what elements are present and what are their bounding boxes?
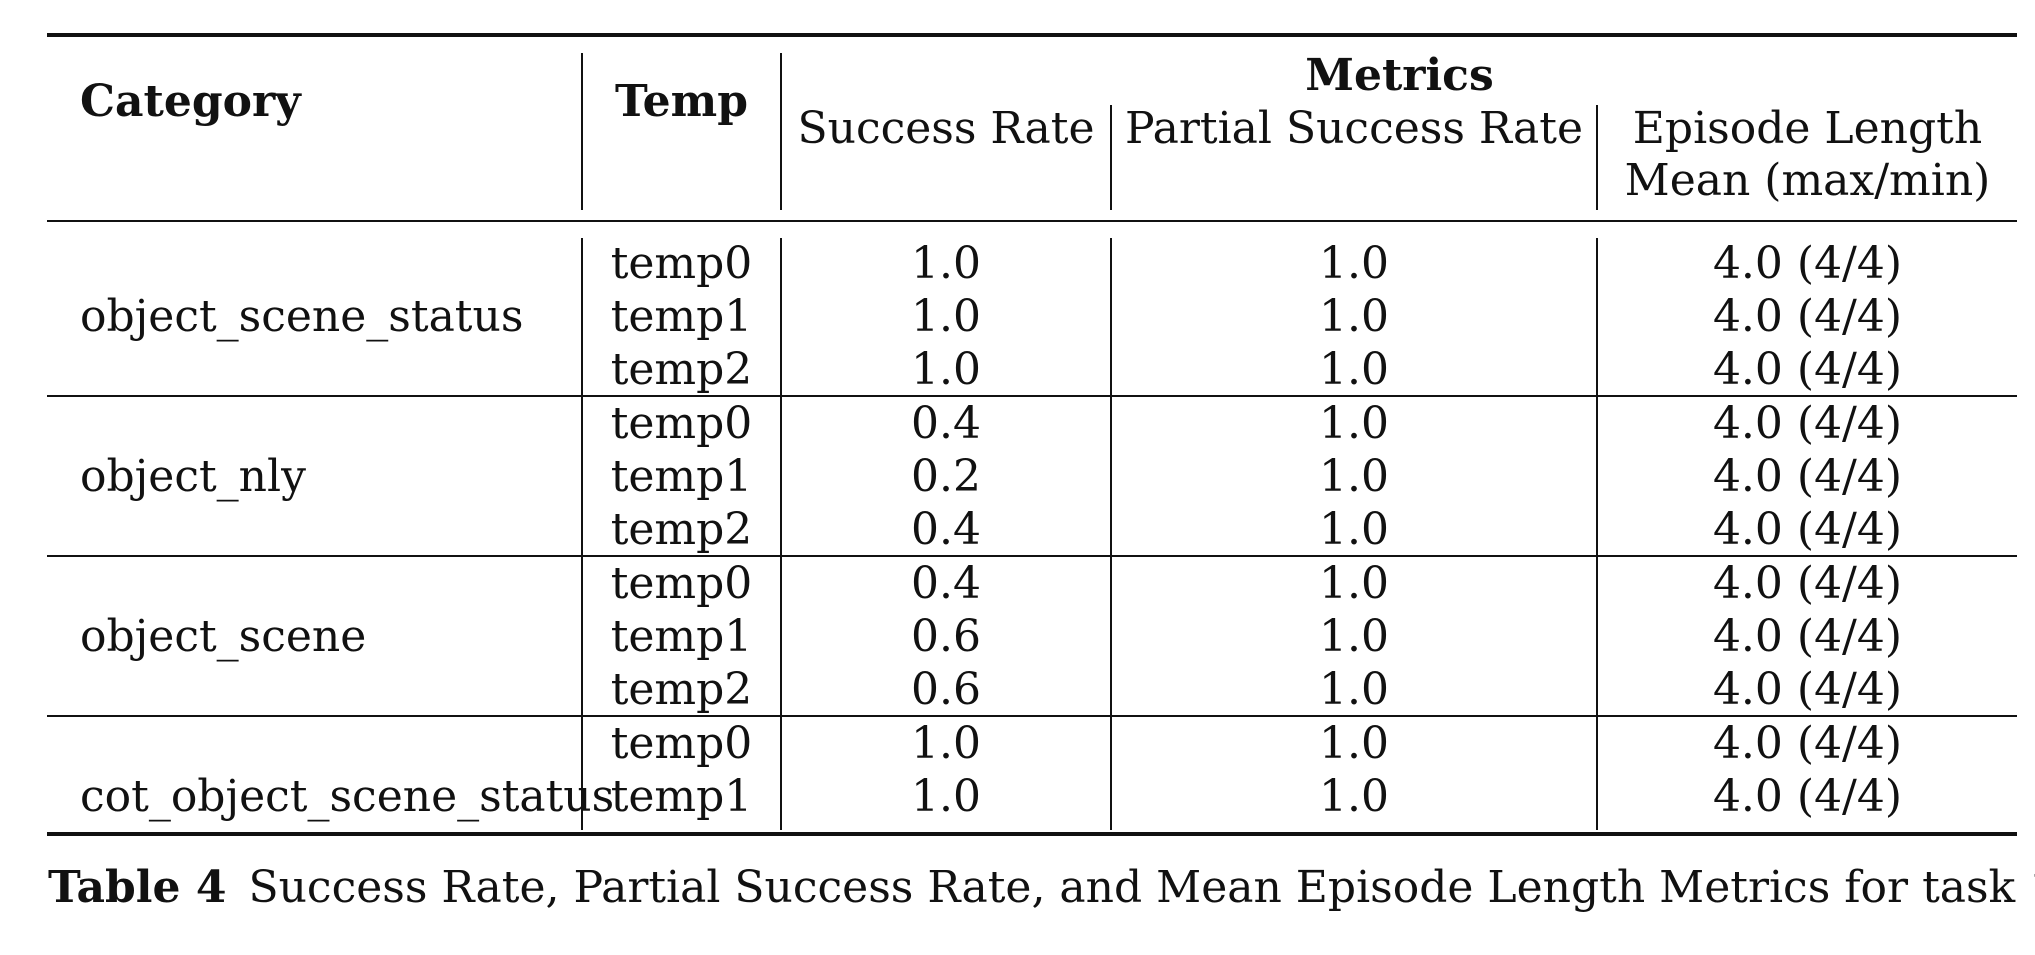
success-rate-cell: 1.0: [911, 771, 981, 822]
success-rate-cell: 0.6: [911, 611, 981, 662]
category-label: object_scene_status: [80, 291, 524, 342]
category-label: object_nly: [80, 451, 306, 502]
partial-success-rate-cell: 1.0: [1319, 344, 1389, 395]
body-vline: [1110, 238, 1112, 396]
body-vline: [1596, 238, 1598, 396]
episode-length-cell: 4.0 (4/4): [1712, 718, 1903, 769]
episode-length-cell: 4.0 (4/4): [1712, 664, 1903, 715]
episode-length-cell: 4.0 (4/4): [1712, 558, 1903, 609]
header-bottom-rule: [47, 220, 2017, 222]
success-rate-cell: 1.0: [911, 718, 981, 769]
body-vline: [1596, 716, 1598, 830]
success-rate-cell: 1.0: [911, 238, 981, 289]
header-vline-success: [1110, 105, 1112, 210]
header-metrics: Metrics: [1305, 50, 1494, 101]
episode-length-cell: 4.0 (4/4): [1712, 451, 1903, 502]
partial-success-rate-cell: 1.0: [1319, 611, 1389, 662]
temp-cell: temp2: [610, 344, 753, 395]
temp-cell: temp1: [610, 291, 753, 342]
partial-success-rate-cell: 1.0: [1319, 238, 1389, 289]
episode-length-cell: 4.0 (4/4): [1712, 398, 1903, 449]
partial-success-rate-cell: 1.0: [1319, 451, 1389, 502]
temp-cell: temp0: [610, 238, 753, 289]
success-rate-cell: 0.2: [911, 451, 981, 502]
success-rate-cell: 0.4: [911, 558, 981, 609]
body-vline: [1110, 556, 1112, 716]
body-vline: [581, 396, 583, 556]
partial-success-rate-cell: 1.0: [1319, 398, 1389, 449]
episode-length-cell: 4.0 (4/4): [1712, 291, 1903, 342]
group-separator-rule: [47, 395, 2017, 397]
partial-success-rate-cell: 1.0: [1319, 504, 1389, 555]
category-label: cot_object_scene_status: [80, 771, 615, 822]
success-rate-cell: 0.4: [911, 398, 981, 449]
body-vline: [780, 716, 782, 830]
caption-text: Success Rate, Partial Success Rate, and …: [248, 862, 2035, 913]
body-vline: [780, 238, 782, 396]
group-separator-rule: [47, 555, 2017, 557]
body-vline: [780, 396, 782, 556]
temp-cell: temp1: [610, 451, 753, 502]
episode-length-cell: 4.0 (4/4): [1712, 238, 1903, 289]
body-vline: [1110, 716, 1112, 830]
partial-success-rate-cell: 1.0: [1319, 771, 1389, 822]
temp-cell: temp1: [610, 611, 753, 662]
body-vline: [1596, 556, 1598, 716]
header-partial-success-rate: Partial Success Rate: [1125, 103, 1583, 154]
success-rate-cell: 0.4: [911, 504, 981, 555]
bottom-rule: [47, 832, 2017, 836]
header-category: Category: [80, 76, 301, 127]
header-vline-category: [581, 53, 583, 210]
body-vline: [581, 716, 583, 830]
episode-length-cell: 4.0 (4/4): [1712, 504, 1903, 555]
partial-success-rate-cell: 1.0: [1319, 718, 1389, 769]
body-vline: [1110, 396, 1112, 556]
header-episode-length-line2: Mean (max/min): [1624, 155, 1991, 206]
temp-cell: temp0: [610, 398, 753, 449]
partial-success-rate-cell: 1.0: [1319, 664, 1389, 715]
group-separator-rule: [47, 715, 2017, 717]
success-rate-cell: 0.6: [911, 664, 981, 715]
episode-length-cell: 4.0 (4/4): [1712, 771, 1903, 822]
header-episode-length-line1: Episode Length: [1632, 103, 1983, 154]
body-vline: [1596, 396, 1598, 556]
header-success-rate: Success Rate: [797, 103, 1095, 154]
header-vline-partial: [1596, 105, 1598, 210]
success-rate-cell: 1.0: [911, 291, 981, 342]
top-rule: [47, 33, 2017, 37]
temp-cell: temp1: [610, 771, 753, 822]
temp-cell: temp2: [610, 504, 753, 555]
category-label: object_scene: [80, 611, 367, 662]
partial-success-rate-cell: 1.0: [1319, 558, 1389, 609]
partial-success-rate-cell: 1.0: [1319, 291, 1389, 342]
temp-cell: temp0: [610, 718, 753, 769]
temp-cell: temp2: [610, 664, 753, 715]
header-temp: Temp: [614, 76, 748, 127]
episode-length-cell: 4.0 (4/4): [1712, 611, 1903, 662]
temp-cell: temp0: [610, 558, 753, 609]
table-caption: Table 4 Success Rate, Partial Success Rat…: [48, 862, 2035, 914]
episode-length-cell: 4.0 (4/4): [1712, 344, 1903, 395]
body-vline: [581, 238, 583, 396]
body-vline: [780, 556, 782, 716]
caption-label: Table 4: [48, 862, 227, 913]
success-rate-cell: 1.0: [911, 344, 981, 395]
header-vline-temp: [780, 53, 782, 210]
body-vline: [581, 556, 583, 716]
